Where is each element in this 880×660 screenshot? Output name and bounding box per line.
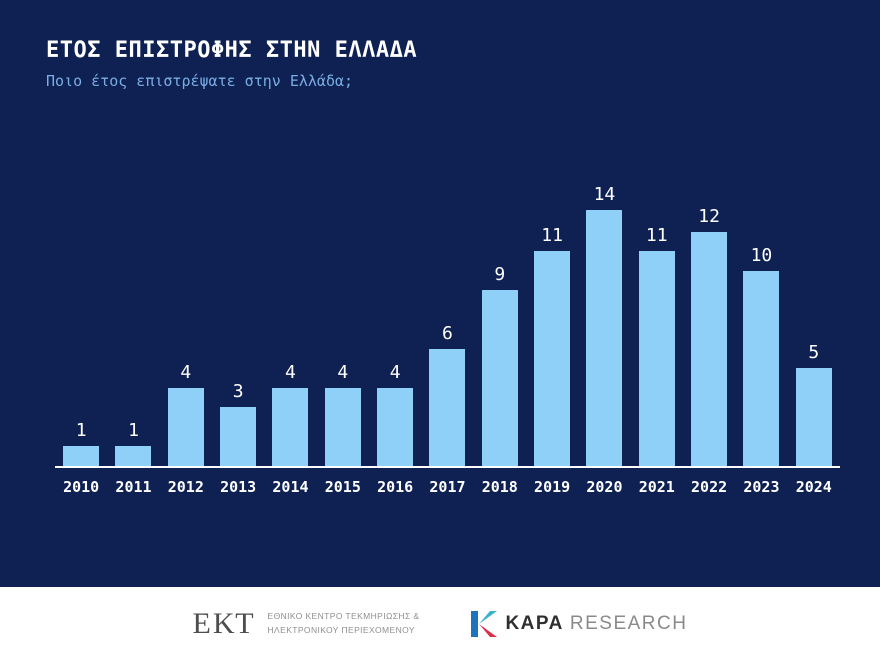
x-axis-label: 2014 xyxy=(272,478,309,496)
bar-value-label: 5 xyxy=(808,342,820,363)
x-axis-label: 2023 xyxy=(743,478,780,496)
bar xyxy=(220,407,257,466)
ekt-logo-text-line2: ΗΛΕΚΤΡΟΝΙΚΟΥ ΠΕΡΙΕΧΟΜΕΝΟΥ xyxy=(267,624,415,635)
bar xyxy=(691,232,728,466)
x-axis-label: 2022 xyxy=(691,478,728,496)
bar-value-label: 4 xyxy=(285,362,296,383)
bar-column: 4 xyxy=(264,186,316,466)
bar xyxy=(429,349,466,466)
bars-row: 1 1 4 3 4 4 4 6 9 11 14 11 12 10 5 xyxy=(55,186,840,468)
bar-column: 6 xyxy=(421,186,473,466)
bar-column: 12 xyxy=(683,186,735,466)
bar xyxy=(638,251,675,466)
bar xyxy=(167,388,204,466)
bar xyxy=(63,446,100,466)
kapa-logo-text: KAPA RESEARCH xyxy=(505,613,687,635)
bar xyxy=(481,290,518,466)
bar xyxy=(534,251,571,466)
ekt-logo-mark: ΕΚΤ xyxy=(192,606,256,640)
bar-column: 14 xyxy=(578,186,630,466)
chart-subtitle: Ποιο έτος επιστρέψατε στην Ελλάδα; xyxy=(46,72,354,90)
bar-value-label: 4 xyxy=(389,362,401,383)
footer: ΕΚΤ ΕΘΝΙΚΟ ΚΕΝΤΡΟ ΤΕΚΜΗΡΙΩΣΗΣ & ΗΛΕΚΤΡΟΝ… xyxy=(0,587,880,660)
bar-value-label: 11 xyxy=(645,225,668,246)
bar xyxy=(795,368,832,466)
bar-column: 10 xyxy=(735,186,787,466)
bar-value-label: 10 xyxy=(750,245,773,266)
bar-value-label: 9 xyxy=(494,264,506,285)
x-axis-label: 2020 xyxy=(586,478,623,496)
x-axis-labels-row: 2010 2011 2012 2013 2014 2015 2016 2017 2018 2019… xyxy=(55,478,840,496)
kapa-k-icon xyxy=(471,610,498,637)
x-axis-label: 2012 xyxy=(167,478,204,496)
bar-column: 5 xyxy=(788,186,840,466)
bar xyxy=(743,271,780,466)
chart-title: ΕΤΟΣ ΕΠΙΣΤΡΟΦΗΣ ΣΤΗΝ ΕΛΛΑΔΑ xyxy=(46,38,418,63)
bar-column: 3 xyxy=(212,186,264,466)
bar-value-label: 14 xyxy=(593,184,616,205)
bar xyxy=(586,210,623,466)
bar xyxy=(115,446,152,466)
kapa-logo-text-bold: KAPA xyxy=(505,612,564,634)
bar-value-label: 1 xyxy=(128,420,139,441)
bar-value-label: 6 xyxy=(442,323,453,344)
bar xyxy=(324,388,361,466)
bar-column: 4 xyxy=(317,186,369,466)
x-axis-label: 2011 xyxy=(115,478,152,496)
bar xyxy=(377,388,414,466)
bar-column: 4 xyxy=(160,186,212,466)
x-axis-label: 2017 xyxy=(429,478,466,496)
x-axis-label: 2015 xyxy=(324,478,361,496)
bar-value-label: 12 xyxy=(698,206,720,227)
kapa-research-logo: KAPA RESEARCH xyxy=(471,610,687,637)
x-axis-label: 2024 xyxy=(795,478,832,496)
bar-value-label: 1 xyxy=(75,420,87,441)
bar-value-label: 4 xyxy=(180,362,192,383)
bar-value-label: 11 xyxy=(541,225,563,246)
kapa-logo-text-light: RESEARCH xyxy=(569,612,688,634)
bar xyxy=(272,388,309,466)
ekt-logo: ΕΚΤ ΕΘΝΙΚΟ ΚΕΝΤΡΟ ΤΕΚΜΗΡΙΩΣΗΣ & ΗΛΕΚΤΡΟΝ… xyxy=(193,607,420,641)
x-axis-label: 2013 xyxy=(220,478,257,496)
x-axis-label: 2018 xyxy=(481,478,518,496)
x-axis-label: 2010 xyxy=(63,478,100,496)
bar-value-label: 3 xyxy=(232,381,244,402)
bar-value-label: 4 xyxy=(337,362,349,383)
bar-column: 9 xyxy=(474,186,526,466)
x-axis-label: 2021 xyxy=(638,478,675,496)
x-axis-label: 2016 xyxy=(377,478,414,496)
bar-column: 4 xyxy=(369,186,421,466)
bar-column: 1 xyxy=(107,186,159,466)
bar-column: 11 xyxy=(526,186,578,466)
bar-column: 11 xyxy=(631,186,683,466)
ekt-logo-text-line1: ΕΘΝΙΚΟ ΚΕΝΤΡΟ ΤΕΚΜΗΡΙΩΣΗΣ & xyxy=(267,610,420,621)
ekt-logo-text: ΕΘΝΙΚΟ ΚΕΝΤΡΟ ΤΕΚΜΗΡΙΩΣΗΣ & ΗΛΕΚΤΡΟΝΙΚΟΥ… xyxy=(268,610,420,637)
bar-column: 1 xyxy=(55,186,107,466)
x-axis-label: 2019 xyxy=(534,478,571,496)
